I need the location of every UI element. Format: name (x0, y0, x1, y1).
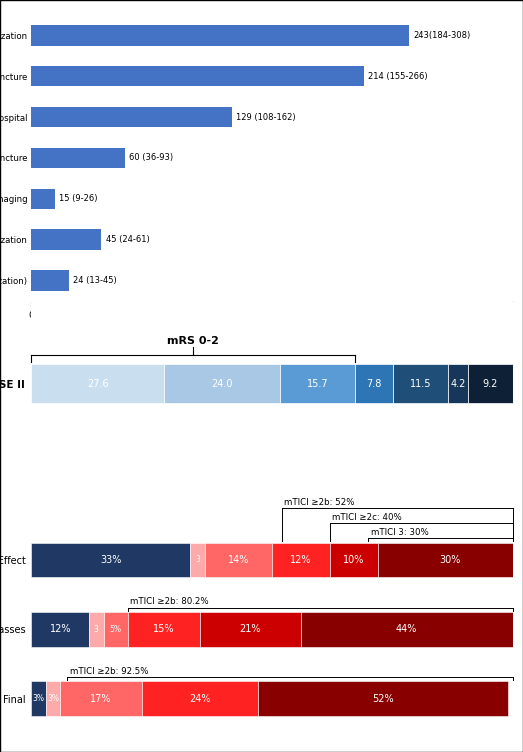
Text: 60 (36-93): 60 (36-93) (129, 153, 173, 162)
Bar (448, 364, 468, 403)
Text: 3: 3 (195, 556, 200, 565)
Bar (104, 612, 128, 647)
Bar (31, 66, 363, 86)
Bar (31, 681, 46, 716)
Text: 44%: 44% (396, 624, 417, 635)
Text: 27.6: 27.6 (87, 378, 109, 389)
Text: 243(184-308): 243(184-308) (413, 31, 471, 40)
Text: 24%: 24% (189, 694, 211, 704)
Text: mTICI ≥2b: 92.5%: mTICI ≥2b: 92.5% (70, 667, 149, 676)
Text: mTICI 3: 30%: mTICI 3: 30% (371, 528, 428, 537)
Text: 24 (13-45): 24 (13-45) (73, 276, 117, 285)
Text: 30%: 30% (439, 555, 461, 565)
Text: 14%: 14% (228, 555, 249, 565)
Legend: 0, 1, 2, 3, 4, 5, 6: 0, 1, 2, 3, 4, 5, 6 (203, 490, 341, 507)
Text: 33%: 33% (100, 555, 121, 565)
Bar (329, 543, 378, 578)
Bar (190, 543, 204, 578)
Text: 52%: 52% (372, 694, 393, 704)
Bar (89, 612, 104, 647)
Text: 17%: 17% (90, 694, 112, 704)
Text: 214 (155-266): 214 (155-266) (368, 71, 428, 80)
Text: 21%: 21% (240, 624, 261, 635)
Bar (31, 147, 124, 168)
Bar (355, 364, 393, 403)
Bar (164, 364, 280, 403)
Text: mRS 0-2: mRS 0-2 (167, 336, 219, 346)
Bar (257, 681, 508, 716)
Text: 15.7: 15.7 (306, 378, 328, 389)
Text: 3: 3 (94, 625, 99, 634)
Bar (31, 107, 232, 127)
Bar (128, 612, 200, 647)
Bar (31, 189, 55, 209)
Text: 4.2: 4.2 (450, 378, 466, 389)
Text: 10%: 10% (343, 555, 365, 565)
Text: mTICI ≥2b: 52%: mTICI ≥2b: 52% (284, 498, 355, 507)
Bar (46, 681, 60, 716)
Bar (301, 612, 513, 647)
Text: 45 (24-61): 45 (24-61) (106, 235, 150, 244)
Text: mTICI ≥2c: 40%: mTICI ≥2c: 40% (332, 513, 402, 522)
Bar (200, 612, 301, 647)
Text: 129 (108-162): 129 (108-162) (236, 113, 296, 122)
Bar (31, 270, 69, 290)
Text: 11.5: 11.5 (410, 378, 431, 389)
Bar (31, 543, 190, 578)
Text: 24.0: 24.0 (211, 378, 233, 389)
Bar (142, 681, 257, 716)
Text: 3%: 3% (32, 694, 44, 703)
Bar (272, 543, 329, 578)
Text: mTICI ≥2b: 80.2%: mTICI ≥2b: 80.2% (130, 597, 209, 606)
Bar (31, 612, 89, 647)
Bar (280, 364, 355, 403)
Bar (60, 681, 142, 716)
Text: 12%: 12% (50, 624, 71, 635)
Bar (31, 229, 101, 250)
Text: 3%: 3% (47, 694, 59, 703)
Bar (31, 364, 164, 403)
Bar (31, 26, 408, 46)
Bar (378, 543, 522, 578)
Bar (204, 543, 272, 578)
Text: 7.8: 7.8 (366, 378, 382, 389)
Text: 9.2: 9.2 (483, 378, 498, 389)
Text: 5%: 5% (110, 625, 121, 634)
Text: 15%: 15% (153, 624, 175, 635)
Text: 15 (9-26): 15 (9-26) (59, 194, 98, 203)
Bar (468, 364, 513, 403)
Bar (393, 364, 448, 403)
Text: 12%: 12% (290, 555, 312, 565)
